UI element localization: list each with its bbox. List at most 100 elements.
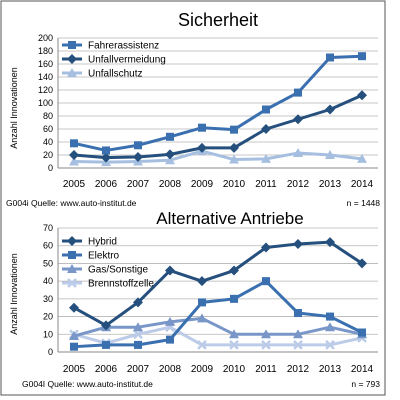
alternative-antriebe-chart: Alternative Antriebe Anzahl Innovationen… [9, 209, 380, 389]
y-tick-labels: 0 20 40 60 80 100 120 140 160 180 200 [38, 33, 53, 173]
legend-label: Unfallvermeidung [88, 55, 166, 66]
y-tick-label: 40 [43, 276, 53, 286]
x-tick-label: 2011 [255, 179, 277, 190]
legend-marker [67, 68, 77, 77]
data-point [261, 340, 271, 350]
data-point [166, 335, 174, 344]
data-point [261, 329, 271, 339]
legend-item: Unfallvermeidung [62, 54, 166, 66]
data-point [69, 331, 79, 341]
y-tick-label: 0 [48, 347, 53, 357]
data-point [69, 302, 79, 313]
data-point [229, 142, 239, 153]
data-point [133, 151, 143, 162]
legend-label: Fahrerassistenz [88, 41, 159, 52]
data-point [197, 276, 207, 287]
series-line [73, 93, 363, 160]
data-point [325, 237, 335, 248]
x-tick-label: 2009 [191, 364, 214, 375]
legend-marker [67, 264, 77, 273]
data-point [69, 150, 79, 160]
data-point [197, 142, 207, 153]
series-group [69, 52, 367, 167]
legend-item: Unfallschutz [62, 68, 142, 80]
data-point [357, 90, 367, 101]
y-tick-label: 80 [43, 111, 53, 121]
series-fahrerassistenz [70, 52, 366, 155]
data-point [197, 340, 207, 350]
data-point [165, 149, 175, 160]
data-point [197, 313, 207, 323]
x-tick-label: 2013 [319, 364, 342, 375]
x-tick-label: 2012 [287, 364, 310, 375]
data-point [326, 312, 334, 321]
y-tick-label: 50 [43, 258, 53, 268]
series-unfallvermeidung [69, 90, 367, 163]
x-tick-labels: 2005 2006 2007 2008 2009 2010 2011 2012 2013 2014 [63, 179, 374, 190]
data-point [293, 329, 303, 339]
figure-border [0, 0, 386, 396]
series-hybrid [69, 237, 367, 331]
data-point [325, 340, 335, 350]
source-text: G004i Quelle: www.auto-institut.de [6, 198, 137, 208]
legend: Fahrerassistenz Unfallvermeidung Unfallsch… [62, 41, 166, 80]
data-point [102, 146, 110, 155]
x-tick-label: 2006 [95, 364, 118, 375]
sample-size: n = 793 [351, 379, 380, 389]
data-point [294, 309, 302, 318]
chart-title: Sicherheit [178, 10, 258, 30]
data-point [70, 342, 78, 351]
data-point [198, 123, 206, 132]
x-tick-label: 2010 [223, 364, 246, 375]
y-tick-label: 10 [43, 329, 53, 339]
legend-label: Unfallschutz [88, 69, 142, 80]
series-line [73, 279, 363, 349]
y-tick-label: 60 [43, 241, 53, 251]
y-tick-labels: 0 10 20 30 40 50 60 70 [43, 223, 53, 357]
data-point [133, 329, 143, 340]
legend-item: Fahrerassistenz [62, 41, 159, 52]
data-point [325, 322, 335, 332]
data-point [261, 242, 271, 253]
data-point [293, 340, 303, 350]
data-point [134, 141, 142, 150]
data-point [133, 322, 143, 332]
data-point [133, 297, 143, 308]
data-point [325, 150, 335, 159]
data-point [326, 53, 334, 62]
x-tick-label: 2007 [127, 364, 150, 375]
y-tick-label: 180 [38, 46, 53, 56]
x-tick-label: 2005 [63, 364, 86, 375]
legend-item: Hybrid [62, 236, 117, 248]
data-point [358, 328, 366, 337]
legend-marker [67, 278, 77, 288]
x-tick-label: 2014 [351, 364, 374, 375]
legend-item: Brennstoffzelle [62, 278, 154, 290]
series-line [73, 316, 363, 338]
data-point [102, 340, 110, 349]
x-tick-label: 2014 [351, 179, 374, 190]
x-tick-label: 2012 [287, 179, 310, 190]
x-tick-label: 2005 [63, 179, 86, 190]
x-tick-label: 2009 [191, 179, 214, 190]
x-tick-label: 2010 [223, 179, 246, 190]
series-line [73, 240, 363, 327]
data-point [293, 238, 303, 249]
legend-marker [67, 54, 77, 64]
y-tick-label: 200 [38, 33, 53, 43]
data-point [70, 139, 78, 148]
data-point [262, 277, 270, 286]
data-point [165, 265, 175, 276]
data-point [357, 153, 367, 163]
series-elektro [70, 277, 366, 351]
data-point [229, 340, 239, 350]
y-tick-label: 160 [38, 59, 53, 69]
y-axis-label: Anzahl Innovationen [9, 253, 19, 335]
y-tick-label: 70 [43, 223, 53, 233]
legend-label: Gas/Sonstige [88, 265, 148, 276]
data-point [230, 294, 238, 303]
data-point [325, 104, 335, 115]
data-point [357, 258, 367, 269]
legend-marker [68, 251, 76, 259]
